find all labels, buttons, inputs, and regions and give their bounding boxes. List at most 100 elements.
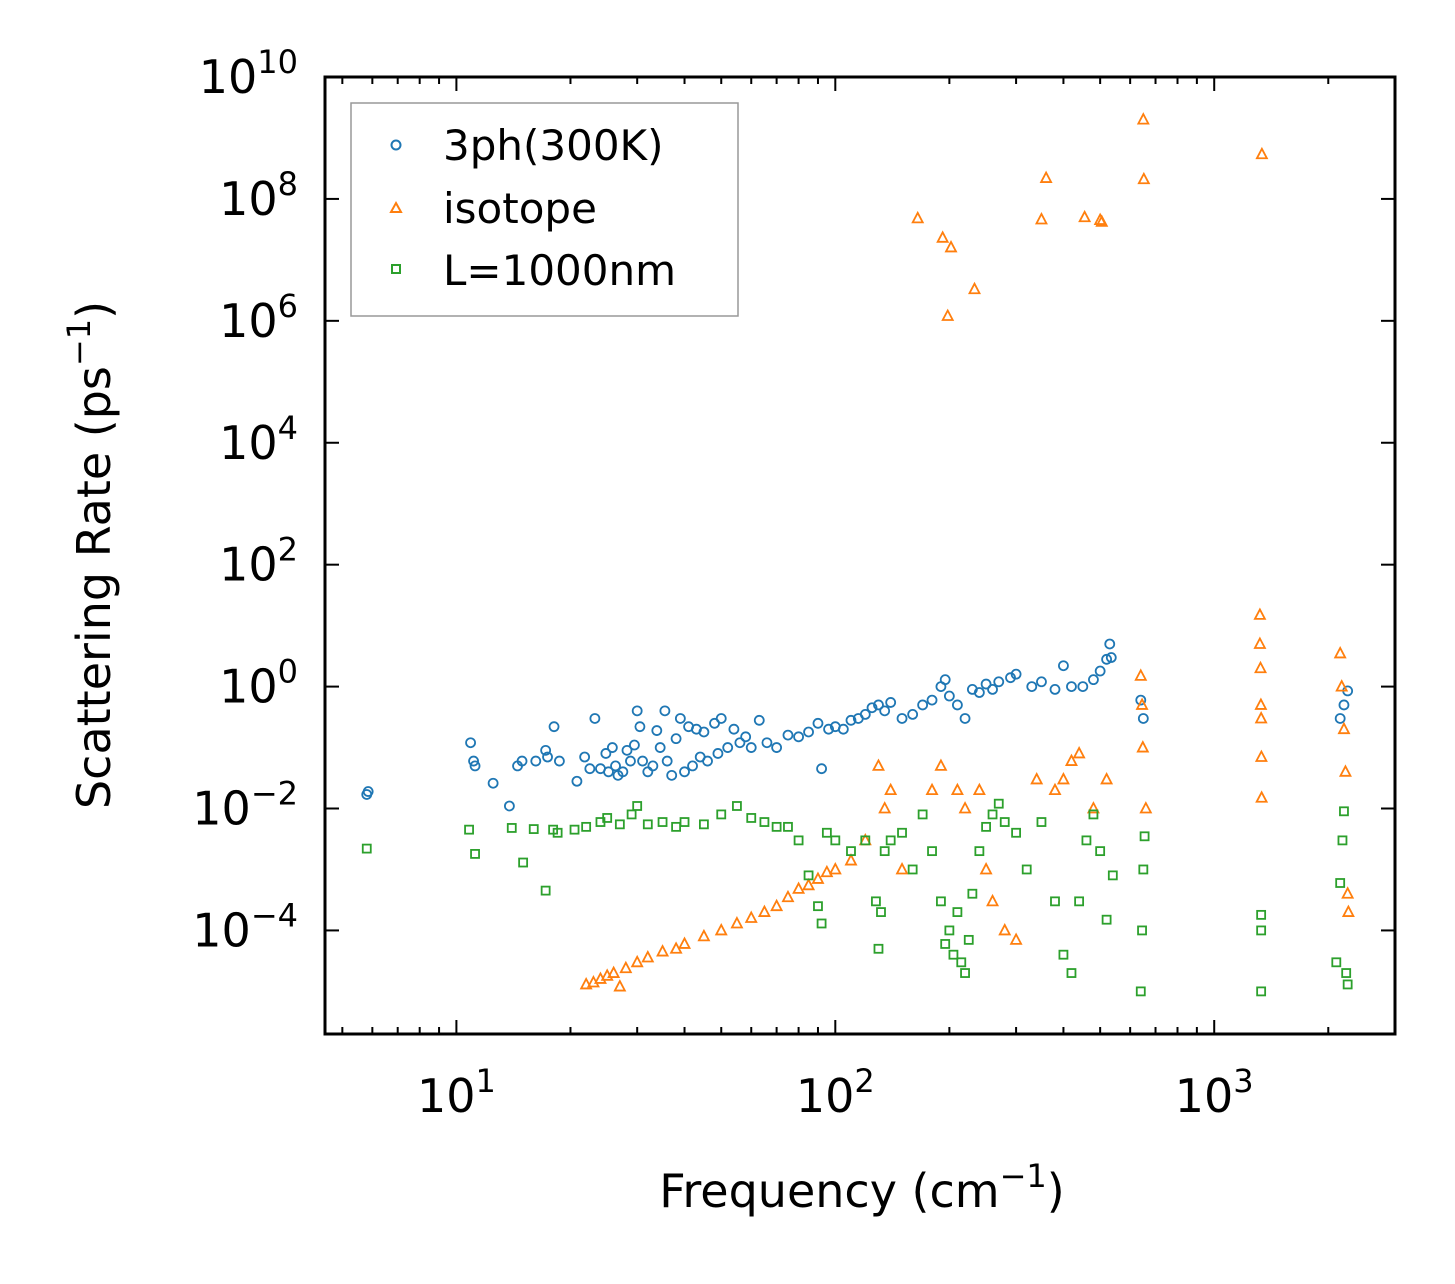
data-point (1334, 713, 1346, 724)
data-point (687, 760, 698, 772)
data-point (1010, 668, 1022, 680)
data-point (678, 936, 692, 949)
data-point (1009, 932, 1023, 945)
data-point (960, 968, 970, 978)
data-point (1335, 679, 1349, 692)
data-point (671, 821, 681, 832)
data-point (1094, 665, 1106, 677)
data-point (934, 758, 948, 771)
data-point (1135, 697, 1149, 710)
data-point (1101, 914, 1112, 925)
y-tick-label: 106 (219, 287, 298, 348)
data-point (803, 870, 814, 881)
data-point (625, 755, 636, 767)
data-point (828, 862, 842, 875)
data-point (1256, 986, 1267, 997)
data-point (1341, 968, 1352, 978)
data-point (948, 949, 959, 960)
data-point (846, 846, 856, 857)
data-point (571, 775, 583, 787)
data-point (647, 760, 659, 772)
data-point (1081, 835, 1092, 846)
data-point (631, 705, 643, 717)
tick-labels: 101 102 103 10−4 10−2 100 102 104 106 108 1010 (192, 43, 1253, 1123)
data-point (1254, 660, 1268, 674)
data-point (951, 699, 963, 711)
data-point (811, 871, 825, 884)
data-point (1074, 896, 1085, 907)
data-point (1136, 112, 1150, 125)
data-point (1253, 607, 1267, 620)
data-point (1011, 827, 1021, 838)
data-point (1088, 809, 1099, 820)
data-point (464, 824, 474, 835)
data-point (987, 809, 998, 820)
data-point (641, 950, 655, 963)
data-point (1137, 171, 1151, 185)
data-point (1342, 979, 1353, 990)
x-tick-label: 103 (1175, 1062, 1254, 1123)
data-point (679, 817, 690, 827)
data-point (944, 240, 958, 253)
data-point (679, 766, 690, 778)
data-point (1137, 925, 1147, 936)
data-point (986, 893, 1000, 907)
data-point (656, 944, 670, 957)
data-point (866, 702, 878, 714)
data-point (1339, 806, 1349, 817)
data-point (606, 742, 618, 753)
data-point (1036, 676, 1047, 688)
data-point (993, 676, 1005, 688)
data-point (697, 928, 711, 942)
data-point (793, 731, 804, 743)
data-point (603, 766, 614, 778)
data-point (1078, 209, 1092, 223)
data-point (771, 821, 782, 832)
data-point (1254, 697, 1268, 710)
data-point (793, 835, 804, 846)
data-point (1034, 212, 1048, 225)
legend-label-isotope: isotope (443, 184, 597, 233)
data-point (629, 739, 640, 751)
data-point (1341, 904, 1355, 917)
data-point (1104, 638, 1116, 650)
data-point (1338, 699, 1350, 711)
data-point (554, 755, 565, 767)
data-point (1100, 771, 1114, 785)
data-point (878, 801, 892, 814)
data-point (1137, 713, 1149, 724)
data-point (1136, 740, 1150, 753)
data-point (925, 782, 939, 796)
data-point (1072, 746, 1086, 759)
data-point (654, 742, 666, 753)
data-point (600, 748, 612, 759)
data-point (973, 687, 985, 698)
data-point (759, 817, 770, 827)
data-point (619, 960, 633, 974)
data-point (621, 744, 633, 756)
data-point (907, 864, 918, 875)
data-point (1086, 801, 1100, 814)
data-point (813, 901, 823, 912)
data-point (1095, 846, 1106, 857)
data-point (926, 694, 938, 706)
data-point (714, 922, 728, 936)
data-point (859, 708, 871, 720)
data-point (634, 721, 646, 733)
y-tick-label: 104 (219, 409, 298, 470)
data-point (702, 755, 713, 767)
data-point (959, 713, 971, 724)
legend-label-3ph: 3ph(300K) (443, 121, 663, 170)
data-point (1331, 957, 1342, 968)
data-point (917, 809, 928, 820)
data-point (753, 714, 765, 726)
data-point (740, 731, 752, 743)
data-point (972, 782, 986, 796)
data-point (821, 827, 832, 838)
legend-frame (350, 102, 739, 317)
data-point (941, 308, 955, 321)
data-point (944, 925, 955, 936)
data-point (963, 934, 974, 945)
legend: 3ph(300K) isotope L=1000nm (350, 102, 739, 317)
legend-label-boundary: L=1000nm (443, 246, 676, 295)
